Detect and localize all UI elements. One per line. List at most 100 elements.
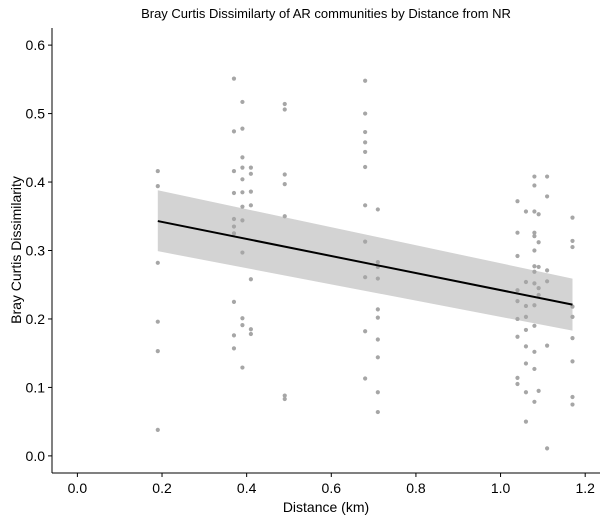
- x-tick-label: 0.4: [237, 480, 257, 496]
- data-point: [155, 184, 160, 189]
- data-point: [570, 215, 575, 220]
- data-point: [282, 393, 287, 398]
- data-point: [363, 239, 368, 244]
- data-point: [282, 101, 287, 107]
- data-point: [282, 396, 287, 402]
- data-point: [532, 323, 537, 328]
- data-point: [515, 253, 520, 259]
- data-point: [515, 316, 520, 322]
- data-point: [570, 402, 575, 407]
- data-point: [240, 190, 245, 195]
- x-tick-label: 0.6: [322, 480, 342, 496]
- data-point: [375, 307, 380, 312]
- data-point: [532, 174, 537, 179]
- data-point: [363, 376, 368, 381]
- data-point: [240, 250, 245, 255]
- data-point: [523, 314, 529, 320]
- data-point: [231, 231, 237, 236]
- data-point: [155, 260, 160, 265]
- data-point: [532, 209, 537, 214]
- data-point: [363, 140, 368, 145]
- data-point: [240, 323, 245, 328]
- x-tick-label: 1.0: [491, 480, 511, 496]
- data-point: [248, 277, 253, 282]
- data-point: [231, 224, 237, 229]
- data-point: [282, 107, 287, 112]
- data-point: [523, 344, 529, 349]
- data-point: [248, 331, 253, 337]
- data-point: [545, 279, 550, 284]
- data-point: [515, 381, 520, 387]
- data-point: [570, 238, 575, 244]
- data-point: [248, 171, 253, 176]
- data-point: [248, 327, 253, 332]
- confidence-band: [157, 190, 573, 331]
- data-point: [536, 286, 541, 291]
- trend-line: [157, 220, 573, 306]
- data-point: [532, 248, 537, 253]
- data-point: [515, 299, 520, 304]
- data-point: [240, 316, 245, 321]
- data-point: [515, 375, 520, 380]
- data-point: [523, 419, 529, 424]
- data-point: [532, 269, 537, 274]
- x-axis-label: Distance (km): [283, 499, 369, 515]
- y-tick-label: 0.2: [26, 311, 46, 327]
- data-point: [532, 303, 537, 308]
- data-point: [363, 164, 368, 170]
- data-point: [523, 209, 529, 214]
- data-point: [536, 388, 541, 393]
- data-point: [363, 111, 368, 116]
- data-point: [231, 216, 237, 222]
- x-tick-label: 1.2: [575, 480, 595, 496]
- data-point: [248, 203, 253, 208]
- data-point: [532, 349, 537, 354]
- data-point: [155, 349, 160, 354]
- data-point: [248, 165, 253, 170]
- x-tick-label: 0.0: [68, 480, 88, 496]
- data-point: [375, 337, 380, 342]
- data-point: [523, 390, 529, 395]
- data-point: [570, 244, 575, 250]
- y-tick-label: 0.4: [26, 174, 46, 190]
- data-point: [570, 394, 575, 400]
- data-point: [240, 204, 245, 209]
- confidence-band-layer: [157, 190, 573, 331]
- data-point: [532, 366, 537, 372]
- y-tick-label: 0.1: [26, 379, 46, 395]
- data-point: [375, 390, 380, 395]
- data-point: [515, 199, 520, 204]
- data-point: [231, 333, 237, 338]
- data-point: [282, 214, 287, 219]
- data-point: [375, 315, 380, 320]
- data-point: [532, 183, 537, 188]
- data-point: [570, 304, 575, 309]
- data-point: [248, 189, 253, 194]
- data-point: [282, 181, 287, 187]
- data-point: [240, 165, 245, 170]
- data-point: [240, 218, 245, 223]
- data-point: [240, 99, 245, 105]
- y-axis-label: Bray Curtis Dissimilarity: [8, 176, 24, 324]
- data-point: [532, 234, 537, 239]
- data-point: [155, 319, 160, 324]
- y-tick-label: 0.3: [26, 243, 46, 259]
- data-point: [155, 427, 160, 432]
- data-point: [536, 212, 541, 217]
- data-point: [375, 276, 380, 281]
- data-point: [545, 174, 550, 179]
- x-tick-label: 0.8: [406, 480, 426, 496]
- y-ticks: 0.0 0.1 0.2 0.3 0.4 0.5 0.6: [26, 37, 52, 464]
- data-point: [240, 365, 245, 370]
- data-point: [375, 355, 380, 360]
- data-point: [545, 343, 550, 348]
- data-point: [231, 190, 237, 196]
- data-point: [363, 203, 368, 208]
- data-point: [363, 129, 368, 135]
- data-point: [155, 168, 160, 174]
- data-point: [375, 260, 380, 265]
- data-point: [515, 230, 520, 235]
- data-point: [523, 303, 529, 309]
- data-point: [363, 329, 368, 334]
